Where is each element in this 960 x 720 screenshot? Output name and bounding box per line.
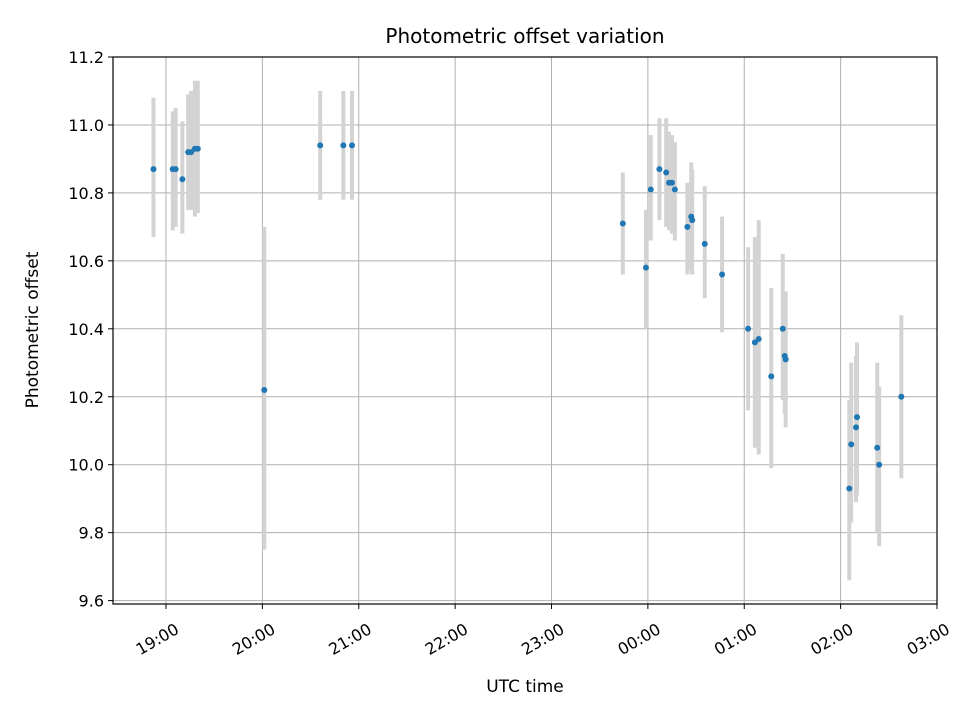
data-point bbox=[853, 424, 860, 431]
y-tick-label: 11.0 bbox=[68, 116, 104, 135]
y-axis-label: Photometric offset bbox=[23, 251, 43, 408]
y-tick-label: 10.6 bbox=[68, 252, 104, 271]
data-point bbox=[188, 149, 195, 156]
data-point bbox=[782, 356, 789, 363]
y-tick-label: 10.2 bbox=[68, 388, 104, 407]
data-point bbox=[846, 485, 853, 492]
data-point bbox=[874, 444, 881, 451]
data-point bbox=[701, 240, 708, 247]
data-point bbox=[719, 271, 726, 278]
data-point bbox=[619, 220, 626, 227]
data-point bbox=[194, 145, 201, 152]
y-tick-label: 10.8 bbox=[68, 184, 104, 203]
data-point bbox=[898, 393, 905, 400]
data-point bbox=[261, 386, 268, 393]
data-point bbox=[779, 325, 786, 332]
data-point bbox=[340, 142, 347, 149]
data-point bbox=[848, 441, 855, 448]
y-tick-label: 9.8 bbox=[79, 524, 104, 543]
data-point bbox=[854, 414, 861, 421]
chart-title: Photometric offset variation bbox=[385, 24, 664, 48]
data-point bbox=[349, 142, 356, 149]
x-axis-label: UTC time bbox=[486, 677, 564, 697]
data-point bbox=[668, 179, 675, 186]
data-point bbox=[179, 176, 186, 183]
data-point bbox=[656, 166, 663, 173]
data-point bbox=[671, 186, 678, 193]
data-point bbox=[689, 217, 696, 224]
y-tick-label: 9.6 bbox=[79, 592, 104, 611]
data-point bbox=[755, 335, 762, 342]
data-point bbox=[172, 166, 179, 173]
data-point bbox=[663, 169, 670, 176]
data-point bbox=[745, 325, 752, 332]
data-point bbox=[684, 223, 691, 230]
y-tick-label: 11.2 bbox=[68, 48, 104, 67]
data-point bbox=[876, 461, 883, 468]
data-points bbox=[150, 142, 905, 492]
plot-frame bbox=[112, 56, 938, 605]
data-point bbox=[768, 373, 775, 380]
data-point bbox=[317, 142, 324, 149]
y-axis-ticks: 9.6 9.8 10.0 10.2 10.4 10.6 10.8 11.0 11.2 bbox=[68, 48, 113, 611]
y-tick-label: 10.0 bbox=[68, 456, 104, 475]
y-tick-label: 10.4 bbox=[68, 320, 104, 339]
data-point bbox=[150, 166, 157, 173]
data-point bbox=[642, 264, 649, 271]
data-point bbox=[647, 186, 654, 193]
data-point bbox=[751, 339, 758, 346]
